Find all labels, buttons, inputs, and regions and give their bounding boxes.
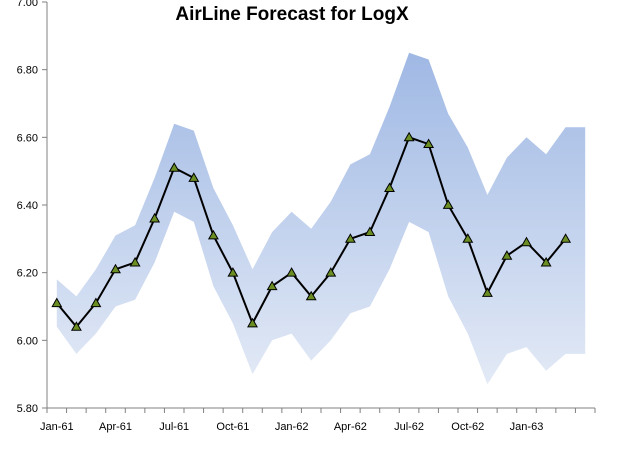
axis-layer: 5.80 6.00 6.20 6.40 6.60 6.80 7.00 Jan-61 Apr-61… — [17, 0, 596, 433]
data-point-marker — [168, 162, 180, 172]
forecast-band — [56, 52, 586, 385]
x-tick-label: Jan-62 — [275, 421, 309, 433]
data-point-marker — [247, 317, 258, 328]
x-tick-label: Oct-61 — [216, 421, 249, 433]
x-tick-label: Apr-62 — [334, 421, 367, 433]
data-point-marker — [110, 263, 121, 274]
data-point-marker — [364, 226, 376, 236]
series-marker-layer — [51, 131, 572, 331]
data-point-marker — [227, 267, 239, 277]
data-point-marker — [129, 256, 141, 267]
chart-title: AirLine Forecast for LogX — [175, 4, 409, 25]
data-point-marker — [207, 229, 219, 240]
data-point-marker — [521, 236, 532, 247]
y-tick-label: 6.40 — [17, 200, 38, 212]
data-point-marker — [266, 280, 278, 291]
y-tick-label: 6.00 — [17, 335, 38, 347]
data-point-marker — [442, 199, 454, 209]
data-point-marker — [501, 250, 513, 260]
data-point-marker — [70, 321, 82, 331]
y-tick-label: 6.60 — [17, 132, 38, 144]
data-point-marker — [51, 297, 63, 308]
data-point-marker — [188, 172, 200, 182]
y-tick-label: 6.80 — [17, 65, 38, 77]
data-point-marker — [403, 131, 415, 142]
data-point-marker — [286, 267, 298, 277]
forecast-band-layer — [56, 52, 586, 385]
data-point-marker — [325, 267, 337, 277]
data-point-marker — [305, 290, 317, 301]
data-point-marker — [384, 182, 395, 192]
y-tick-label: 6.20 — [17, 268, 38, 280]
x-tick-label: Apr-61 — [99, 421, 132, 433]
x-tick-label: Jul-62 — [394, 421, 424, 433]
y-tick-label: 5.80 — [17, 403, 38, 415]
data-point-marker — [344, 233, 356, 243]
data-point-marker — [462, 233, 474, 243]
data-point-marker — [481, 287, 493, 297]
x-tick-label: Jan-63 — [510, 421, 544, 433]
data-point-marker — [560, 233, 572, 243]
data-point-marker — [540, 256, 552, 267]
x-tick-label: Jul-61 — [159, 421, 189, 433]
data-point-marker — [90, 297, 102, 308]
y-tick-label: 7.00 — [17, 0, 38, 9]
x-tick-label: Oct-62 — [451, 421, 484, 433]
data-point-marker — [149, 212, 161, 223]
x-tick-label: Jan-61 — [40, 421, 74, 433]
data-point-marker — [423, 138, 435, 148]
